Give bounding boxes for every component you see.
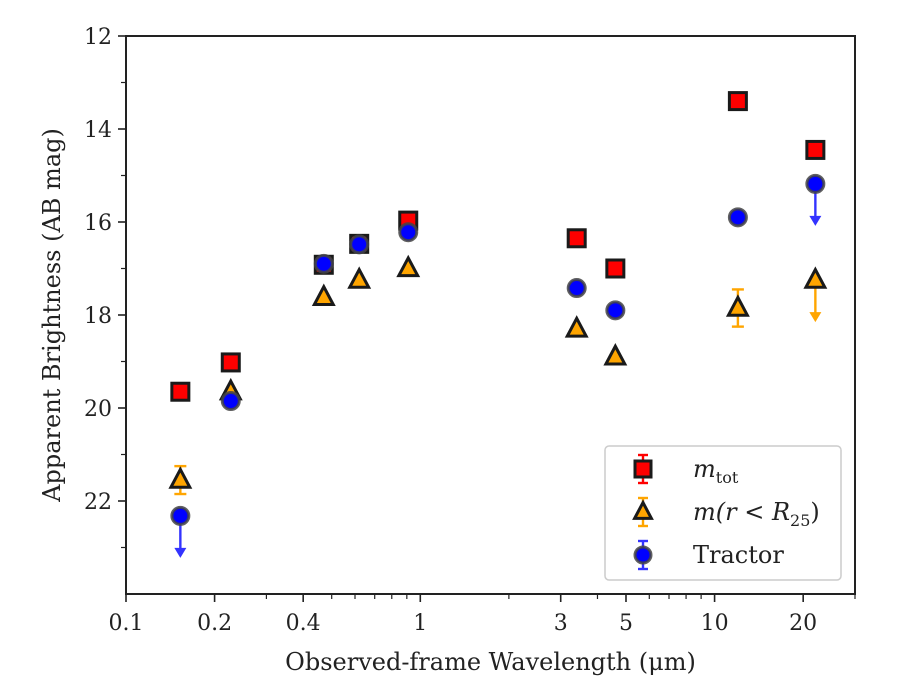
legend-marker-square xyxy=(633,459,653,479)
y-tick-label: 18 xyxy=(84,304,112,329)
y-tick-label: 12 xyxy=(84,25,112,50)
upper-limit-arrow-head xyxy=(809,215,822,226)
legend-marker-triangle xyxy=(632,499,654,520)
series-square xyxy=(170,91,826,402)
y-tick-label: 22 xyxy=(84,490,112,515)
x-tick-label: 1 xyxy=(413,611,427,636)
legend-label: m(r < R25) xyxy=(693,498,820,530)
data-point-circle xyxy=(220,391,241,412)
x-axis: 0.1 0.2 0.4 1 3 5 10 20 xyxy=(109,594,856,636)
series-circle xyxy=(170,173,826,558)
data-point-triangle xyxy=(347,266,372,289)
data-point-triangle xyxy=(396,254,421,278)
data-point-circle xyxy=(398,222,419,243)
data-point-triangle xyxy=(168,466,193,489)
data-point-circle xyxy=(566,278,587,299)
x-tick-label: 10 xyxy=(701,611,729,636)
y-axis: 12 14 16 18 20 22 xyxy=(84,25,126,549)
x-tick-label: 20 xyxy=(789,611,817,636)
data-marks xyxy=(168,91,828,558)
data-point-circle xyxy=(727,207,748,228)
legend-label: mtot xyxy=(693,455,739,487)
legend-entry: m(r < R25) xyxy=(632,496,820,530)
data-point-circle xyxy=(313,253,334,274)
legend-entry: Tractor xyxy=(633,539,784,571)
x-tick-label: 5 xyxy=(619,611,633,636)
data-point-square xyxy=(566,228,587,249)
data-point-square xyxy=(727,91,748,112)
x-tick-label: 3 xyxy=(554,611,568,636)
x-axis-label: Observed-frame Wavelength (μm) xyxy=(285,648,696,676)
data-point-triangle xyxy=(603,343,628,366)
x-tick-label: 0.1 xyxy=(109,611,144,636)
data-point-circle xyxy=(805,173,826,194)
upper-limit-arrow-head xyxy=(809,312,822,323)
upper-limit-arrow-head xyxy=(174,547,187,558)
legend-entry: mtot xyxy=(633,453,739,487)
data-point-triangle xyxy=(803,266,828,289)
y-axis-label: Apparent Brightness (AB mag) xyxy=(38,128,66,503)
x-tick-label: 0.2 xyxy=(197,611,232,636)
y-tick-label: 16 xyxy=(84,211,112,236)
data-point-circle xyxy=(170,505,191,526)
data-point-triangle xyxy=(311,283,336,307)
y-tick-label: 14 xyxy=(84,118,112,143)
data-point-square xyxy=(605,258,626,279)
data-point-square xyxy=(805,139,826,160)
x-tick-label: 0.4 xyxy=(286,611,321,636)
data-point-square xyxy=(220,352,241,373)
series-triangle xyxy=(168,254,828,496)
y-tick-label: 20 xyxy=(84,397,112,422)
legend: mtot m(r < R25) Tractor xyxy=(604,445,842,581)
data-point-circle xyxy=(605,300,626,321)
data-point-circle xyxy=(349,234,370,255)
data-point-triangle xyxy=(725,294,750,317)
data-point-triangle xyxy=(564,315,589,338)
legend-label: Tractor xyxy=(693,541,784,569)
data-point-square xyxy=(170,381,191,402)
legend-marker-circle xyxy=(633,545,653,565)
legend-box xyxy=(604,445,842,581)
